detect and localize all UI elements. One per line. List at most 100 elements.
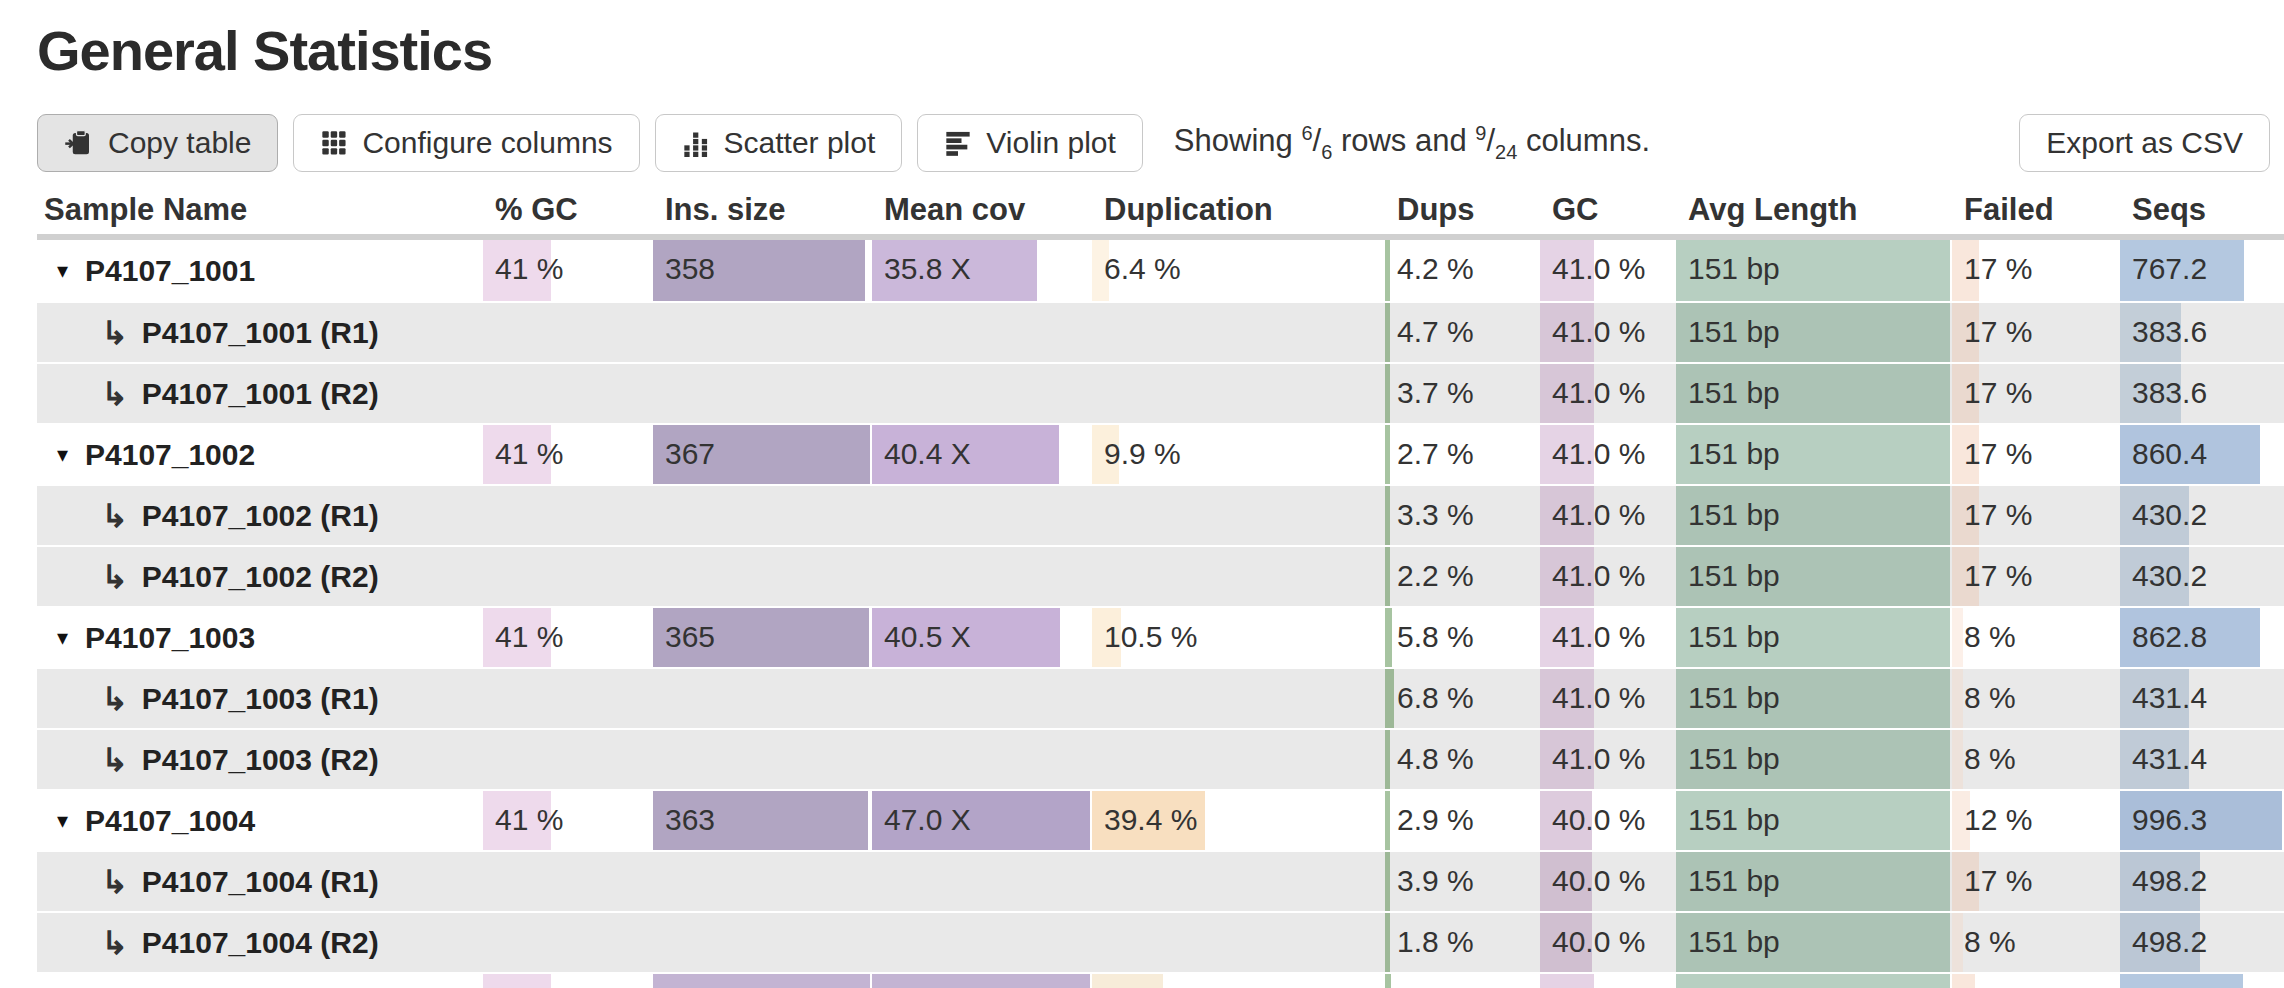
cell-pct_gc: 41 % bbox=[483, 791, 653, 850]
value-bar bbox=[1385, 974, 1391, 988]
cell-duplication bbox=[1092, 669, 1385, 728]
cell-value: 17 % bbox=[1952, 852, 2032, 910]
scatter-plot-button[interactable]: Scatter plot bbox=[655, 114, 903, 172]
grid-3x3-icon bbox=[320, 129, 348, 157]
cell-value: 35.8 X bbox=[872, 240, 971, 298]
cell-ins_size bbox=[653, 974, 872, 988]
sample-name-cell: ↳P4107_1001 (R2) bbox=[37, 364, 483, 423]
cell-avg_length: 151 bp bbox=[1676, 913, 1952, 972]
column-header-seqs[interactable]: Seqs bbox=[2120, 185, 2284, 234]
cell-dups: 3.9 % bbox=[1385, 852, 1540, 911]
cell-duplication bbox=[1092, 547, 1385, 606]
cell-dups: 3.7 % bbox=[1385, 364, 1540, 423]
cell-avg_length bbox=[1676, 974, 1952, 988]
table-row: ↳P4107_1004 (R2)1.8 %40.0 %151 bp8 %498.… bbox=[37, 911, 2284, 972]
cell-pct_gc bbox=[483, 547, 653, 606]
cell-value: 6.4 % bbox=[1092, 240, 1181, 298]
column-header-ins_size[interactable]: Ins. size bbox=[653, 185, 872, 234]
cell-value: 4.2 % bbox=[1385, 240, 1474, 298]
sample-name: P4107_1001 bbox=[85, 254, 255, 288]
cell-value: 151 bp bbox=[1676, 240, 1780, 298]
value-bar bbox=[1676, 974, 1950, 988]
column-header-mean_cov[interactable]: Mean cov bbox=[872, 185, 1092, 234]
showing-summary: Showing 6/6 rows and 9/24 columns. bbox=[1174, 122, 1650, 164]
column-header-pct_gc[interactable]: % GC bbox=[483, 185, 653, 234]
copy-table-button[interactable]: Copy table bbox=[37, 114, 278, 172]
cell-ins_size bbox=[653, 486, 872, 545]
column-header-gc[interactable]: GC bbox=[1540, 185, 1676, 234]
sample-name-cell: ↳P4107_1003 (R1) bbox=[37, 669, 483, 728]
subrow-arrow-icon: ↳ bbox=[37, 863, 142, 901]
cell-value: 8 % bbox=[1952, 730, 2016, 788]
cell-avg_length: 151 bp bbox=[1676, 608, 1952, 667]
cell-value: 41 % bbox=[483, 791, 563, 849]
cell-failed: 17 % bbox=[1952, 547, 2120, 606]
table-row: ↳P4107_1002 (R1)3.3 %41.0 %151 bp17 %430… bbox=[37, 484, 2284, 545]
cell-value: 498.2 bbox=[2120, 852, 2207, 910]
cell-dups: 5.8 % bbox=[1385, 608, 1540, 667]
export-csv-button[interactable]: Export as CSV bbox=[2019, 114, 2270, 172]
page-title: General Statistics bbox=[37, 20, 2284, 82]
cell-pct_gc bbox=[483, 974, 653, 988]
cell-value: 39.4 % bbox=[1092, 791, 1197, 849]
rows-total: 6 bbox=[1321, 141, 1332, 163]
rows-shown: 6 bbox=[1301, 122, 1312, 144]
row-expand-caret-icon[interactable]: ▾ bbox=[37, 442, 85, 468]
cell-value: 6.8 % bbox=[1385, 669, 1474, 727]
cell-dups: 3.3 % bbox=[1385, 486, 1540, 545]
cell-seqs: 767.2 bbox=[2120, 240, 2284, 301]
sample-name: P4107_1004 (R1) bbox=[142, 865, 379, 899]
cell-mean_cov bbox=[872, 486, 1092, 545]
cell-value: 17 % bbox=[1952, 486, 2032, 544]
column-header-failed[interactable]: Failed bbox=[1952, 185, 2120, 234]
column-header-dups[interactable]: Dups bbox=[1385, 185, 1540, 234]
cell-seqs: 498.2 bbox=[2120, 852, 2284, 911]
cell-value: 47.0 X bbox=[872, 791, 971, 849]
cell-value: 151 bp bbox=[1676, 486, 1780, 544]
column-header-avg_length[interactable]: Avg Length bbox=[1676, 185, 1952, 234]
row-expand-caret-icon[interactable]: ▾ bbox=[37, 625, 85, 651]
cell-dups: 2.2 % bbox=[1385, 547, 1540, 606]
cell-value: 151 bp bbox=[1676, 303, 1780, 361]
cell-failed: 17 % bbox=[1952, 852, 2120, 911]
cell-value: 2.9 % bbox=[1385, 791, 1474, 849]
cell-value: 363 bbox=[653, 791, 715, 849]
cell-value: 41 % bbox=[483, 608, 563, 666]
sample-name-cell: ▾ bbox=[37, 974, 483, 988]
cell-seqs: 996.3 bbox=[2120, 791, 2284, 850]
subrow-arrow-icon: ↳ bbox=[37, 375, 142, 413]
cell-pct_gc: 41 % bbox=[483, 425, 653, 484]
cell-dups: 4.7 % bbox=[1385, 303, 1540, 362]
cell-ins_size bbox=[653, 364, 872, 423]
cell-gc: 40.0 % bbox=[1540, 791, 1676, 850]
value-bar bbox=[1952, 974, 1975, 988]
column-header-duplication[interactable]: Duplication bbox=[1092, 185, 1385, 234]
align-left-bars-icon bbox=[944, 129, 972, 157]
configure-columns-button[interactable]: Configure columns bbox=[293, 114, 639, 172]
cell-avg_length: 151 bp bbox=[1676, 791, 1952, 850]
violin-plot-button[interactable]: Violin plot bbox=[917, 114, 1143, 172]
cell-mean_cov bbox=[872, 730, 1092, 789]
table-header-row: Sample Name% GCIns. sizeMean covDuplicat… bbox=[37, 185, 2284, 240]
cell-failed: 17 % bbox=[1952, 486, 2120, 545]
table-row: ↳P4107_1003 (R2)4.8 %41.0 %151 bp8 %431.… bbox=[37, 728, 2284, 789]
cell-seqs: 860.4 bbox=[2120, 425, 2284, 484]
subrow-arrow-icon: ↳ bbox=[37, 924, 142, 962]
sample-name: P4107_1003 bbox=[85, 621, 255, 655]
row-expand-caret-icon[interactable]: ▾ bbox=[37, 808, 85, 834]
cell-value: 41.0 % bbox=[1540, 669, 1645, 727]
sample-name: P4107_1001 (R1) bbox=[142, 316, 379, 350]
cell-duplication: 6.4 % bbox=[1092, 240, 1385, 301]
cell-value: 41.0 % bbox=[1540, 730, 1645, 788]
cell-value: 17 % bbox=[1952, 547, 2032, 605]
cell-value: 151 bp bbox=[1676, 852, 1780, 910]
cell-duplication bbox=[1092, 913, 1385, 972]
cell-gc: 41.0 % bbox=[1540, 303, 1676, 362]
cell-duplication bbox=[1092, 974, 1385, 988]
column-header-sample[interactable]: Sample Name bbox=[37, 185, 483, 234]
sample-name-cell: ↳P4107_1004 (R1) bbox=[37, 852, 483, 911]
row-expand-caret-icon[interactable]: ▾ bbox=[37, 258, 85, 284]
cell-value: 10.5 % bbox=[1092, 608, 1197, 666]
cell-ins_size: 358 bbox=[653, 240, 872, 301]
cell-pct_gc bbox=[483, 669, 653, 728]
